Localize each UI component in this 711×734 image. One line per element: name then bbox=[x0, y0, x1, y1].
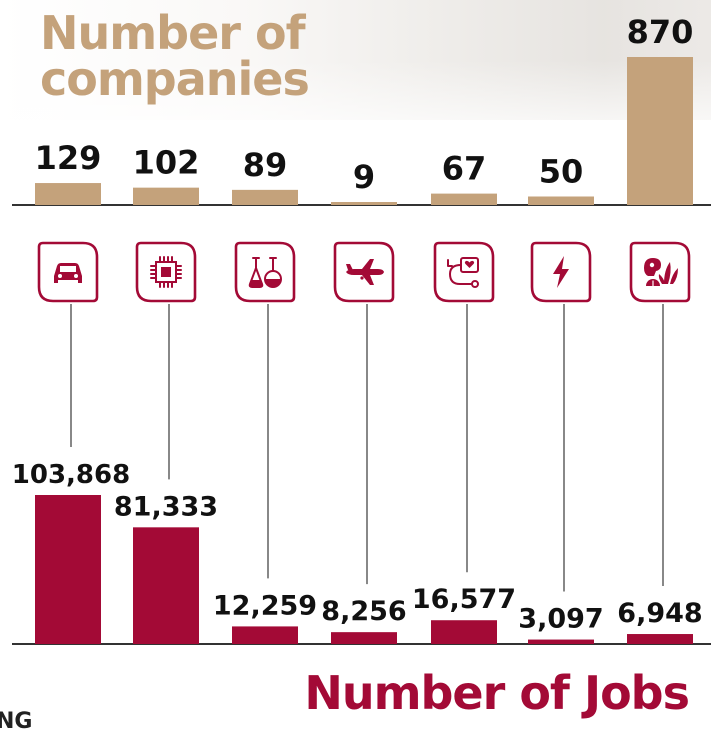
companies-bar bbox=[431, 193, 497, 205]
companies-bar bbox=[331, 202, 397, 205]
companies-title: Number of companies bbox=[40, 6, 310, 106]
connector-lines bbox=[70, 304, 664, 592]
jobs-bar bbox=[232, 626, 298, 644]
jobs-value-label: 103,868 bbox=[12, 460, 130, 490]
jobs-value-label: 6,948 bbox=[617, 598, 702, 629]
jobs-value-label: 16,577 bbox=[412, 584, 516, 615]
jobs-value-label: 3,097 bbox=[518, 604, 603, 635]
companies-value-label: 89 bbox=[243, 146, 288, 184]
lightning-icon bbox=[530, 241, 592, 303]
jobs-value-label: 8,256 bbox=[321, 596, 406, 627]
companies-bar bbox=[35, 183, 101, 205]
jobs-bar bbox=[35, 495, 101, 644]
sector-icons bbox=[37, 241, 691, 303]
jobs-value-label: 12,259 bbox=[213, 590, 317, 621]
jobs-bar bbox=[431, 620, 497, 644]
companies-bar bbox=[528, 196, 594, 205]
companies-value-label: 129 bbox=[35, 139, 102, 177]
companies-value-label: 67 bbox=[442, 150, 487, 188]
car-icon bbox=[37, 241, 99, 303]
airplane-icon bbox=[333, 241, 395, 303]
companies-bar bbox=[232, 189, 298, 205]
jobs-bar bbox=[133, 527, 199, 644]
background-fade bbox=[0, 60, 711, 150]
companies-bar bbox=[627, 57, 693, 205]
footer-text-fragment: NG bbox=[0, 709, 33, 734]
jobs-bar bbox=[331, 632, 397, 644]
companies-value-label: 9 bbox=[353, 158, 375, 196]
microchip-icon bbox=[135, 241, 197, 303]
jobs-bar bbox=[528, 639, 594, 644]
jobs-bar bbox=[627, 634, 693, 644]
jobs-value-label: 81,333 bbox=[114, 491, 218, 522]
companies-bar bbox=[133, 187, 199, 205]
companies-value-label: 870 bbox=[627, 13, 694, 51]
flask-icon bbox=[234, 241, 296, 303]
food-icon bbox=[629, 241, 691, 303]
medical-device-icon bbox=[433, 241, 495, 303]
jobs-title: Number of Jobs bbox=[304, 666, 690, 720]
companies-chart: 129 102 89 9 67 50 870 bbox=[12, 13, 711, 206]
companies-value-label: 102 bbox=[133, 144, 200, 182]
companies-value-label: 50 bbox=[539, 152, 584, 190]
